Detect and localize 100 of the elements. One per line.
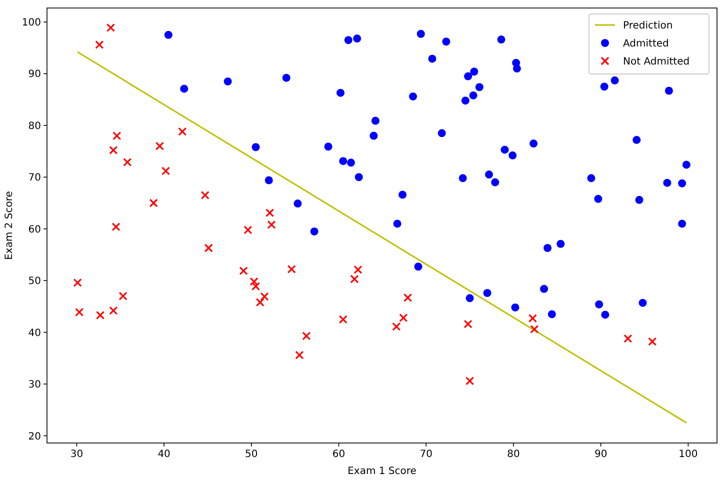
point [458, 174, 467, 182]
point [123, 158, 132, 166]
point [109, 306, 118, 315]
point [511, 303, 520, 312]
point [632, 136, 641, 144]
point [600, 82, 608, 91]
point [663, 178, 672, 187]
y-tick-label: 20 [28, 431, 41, 442]
point [678, 220, 686, 228]
point [95, 40, 104, 50]
point [354, 265, 362, 274]
point [310, 227, 318, 236]
y-tick-label: 70 [28, 172, 41, 184]
x-tick-label: 90 [594, 449, 608, 460]
point [96, 310, 105, 320]
point [414, 262, 422, 271]
y-tick-label: 90 [28, 69, 41, 80]
point [302, 332, 311, 340]
point [353, 34, 362, 43]
point [500, 146, 509, 154]
point [465, 376, 474, 386]
x-tick-label: 70 [420, 449, 432, 460]
point [475, 83, 484, 92]
point [638, 298, 647, 307]
point [409, 92, 418, 100]
point [73, 278, 82, 287]
point [260, 292, 269, 301]
point [497, 36, 506, 44]
point [106, 23, 116, 32]
point [648, 337, 657, 346]
y-axis-title: Exam 2 Score [4, 191, 15, 260]
point [75, 308, 84, 316]
point [392, 322, 401, 331]
y-tick-label: 30 [28, 380, 41, 391]
point [595, 300, 604, 308]
point [338, 315, 348, 324]
x-tick-label: 50 [245, 449, 258, 460]
point [470, 68, 478, 76]
y-tick-label: 80 [28, 120, 41, 132]
point [295, 350, 304, 360]
point [530, 140, 538, 148]
point [491, 178, 500, 186]
point [530, 324, 539, 334]
point [540, 284, 548, 293]
point [336, 88, 345, 97]
point [556, 240, 565, 248]
x-tick-label: 80 [507, 449, 520, 460]
point [370, 132, 378, 140]
point [485, 170, 494, 179]
point [442, 38, 450, 46]
y-tick-label: 50 [28, 276, 41, 288]
point [324, 142, 332, 151]
point [112, 222, 120, 232]
point [282, 74, 290, 82]
point [178, 127, 187, 136]
point [224, 77, 232, 86]
point [164, 30, 172, 39]
point [601, 310, 610, 319]
point [399, 314, 408, 322]
point [466, 294, 474, 302]
point [265, 208, 274, 218]
point [204, 244, 213, 252]
point [162, 166, 170, 176]
y-tick-label: 100 [22, 17, 41, 28]
point [548, 310, 556, 318]
point [469, 91, 478, 100]
point [403, 293, 412, 302]
point [678, 179, 686, 188]
point [264, 176, 273, 184]
point [112, 131, 122, 140]
x-tick-label: 100 [678, 449, 698, 460]
point [251, 282, 260, 291]
point [267, 220, 276, 230]
point [180, 84, 188, 93]
point [346, 158, 355, 167]
point [416, 30, 425, 38]
legend-label: Prediction [623, 20, 673, 32]
point [118, 292, 128, 300]
point [635, 196, 644, 204]
point [594, 194, 602, 203]
point [393, 220, 402, 228]
point [239, 266, 248, 276]
x-tick-label: 40 [158, 449, 170, 460]
point [682, 160, 690, 169]
point [438, 129, 446, 138]
point [371, 116, 380, 125]
point [464, 72, 472, 80]
point [483, 289, 492, 297]
point [256, 298, 264, 307]
point [149, 198, 158, 208]
point [339, 157, 348, 166]
point [664, 86, 673, 95]
point [109, 146, 118, 155]
point [354, 173, 363, 182]
x-tick-label: 60 [332, 449, 346, 460]
point [200, 190, 210, 200]
y-tick-label: 40 [28, 328, 41, 339]
point [350, 274, 359, 284]
point [587, 174, 596, 182]
point [512, 64, 521, 73]
